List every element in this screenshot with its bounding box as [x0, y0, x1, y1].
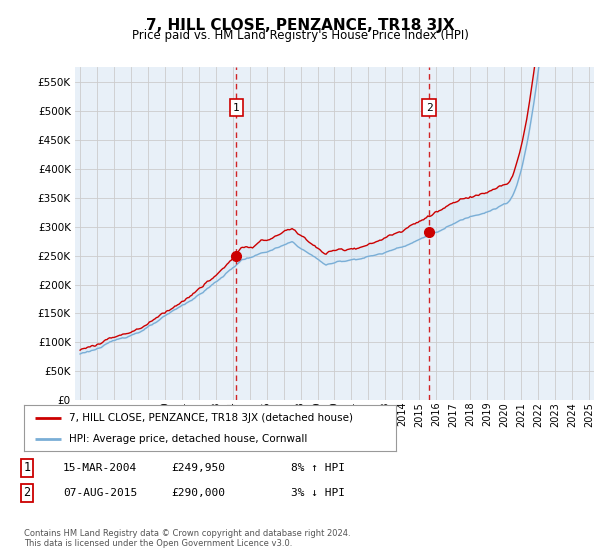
Text: 07-AUG-2015: 07-AUG-2015	[63, 488, 137, 498]
Text: 8% ↑ HPI: 8% ↑ HPI	[291, 463, 345, 473]
Text: 7, HILL CLOSE, PENZANCE, TR18 3JX (detached house): 7, HILL CLOSE, PENZANCE, TR18 3JX (detac…	[68, 413, 353, 423]
Text: 2: 2	[23, 486, 31, 500]
Text: £290,000: £290,000	[171, 488, 225, 498]
Text: 3% ↓ HPI: 3% ↓ HPI	[291, 488, 345, 498]
Text: This data is licensed under the Open Government Licence v3.0.: This data is licensed under the Open Gov…	[24, 539, 292, 548]
Text: 15-MAR-2004: 15-MAR-2004	[63, 463, 137, 473]
Text: Price paid vs. HM Land Registry's House Price Index (HPI): Price paid vs. HM Land Registry's House …	[131, 29, 469, 42]
Text: 2: 2	[426, 103, 433, 113]
Text: HPI: Average price, detached house, Cornwall: HPI: Average price, detached house, Corn…	[68, 435, 307, 444]
Text: Contains HM Land Registry data © Crown copyright and database right 2024.: Contains HM Land Registry data © Crown c…	[24, 530, 350, 539]
Text: 7, HILL CLOSE, PENZANCE, TR18 3JX: 7, HILL CLOSE, PENZANCE, TR18 3JX	[146, 18, 454, 33]
Text: 1: 1	[23, 461, 31, 474]
Text: 1: 1	[233, 103, 239, 113]
Text: £249,950: £249,950	[171, 463, 225, 473]
